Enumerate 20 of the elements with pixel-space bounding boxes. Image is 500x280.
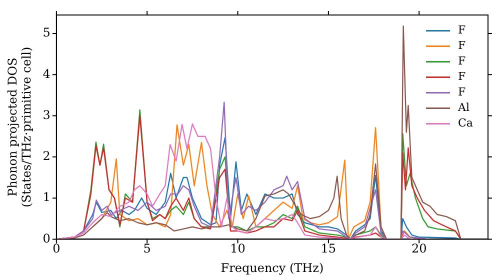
y-tick-label: 4 [42, 66, 51, 81]
y-tick-label: 3 [42, 108, 50, 122]
x-axis-title: Frequency (THz) [220, 260, 324, 275]
legend-label: F [458, 39, 466, 52]
y-tick-label: 5 [42, 26, 50, 40]
legend-label: Al [457, 101, 470, 114]
x-tick-label: 0 [52, 242, 60, 256]
legend-label: F [458, 70, 466, 84]
y-tick-label: 0 [42, 231, 50, 246]
x-tick-label: 20 [411, 242, 427, 256]
y-tick-label: 1 [42, 190, 50, 204]
x-tick-label: 10 [230, 242, 246, 256]
y-axis-title: Phonon projected DOS (States/THz·primitive cell) [5, 46, 34, 208]
x-tick-label: 15 [320, 242, 336, 256]
legend-label: F [458, 54, 466, 68]
legend-label: F [458, 86, 466, 99]
x-tick-label: 5 [143, 242, 151, 256]
y-tick-label: 2 [42, 149, 50, 164]
legend-label: Ca [458, 116, 474, 130]
legend-label: F [458, 24, 466, 37]
